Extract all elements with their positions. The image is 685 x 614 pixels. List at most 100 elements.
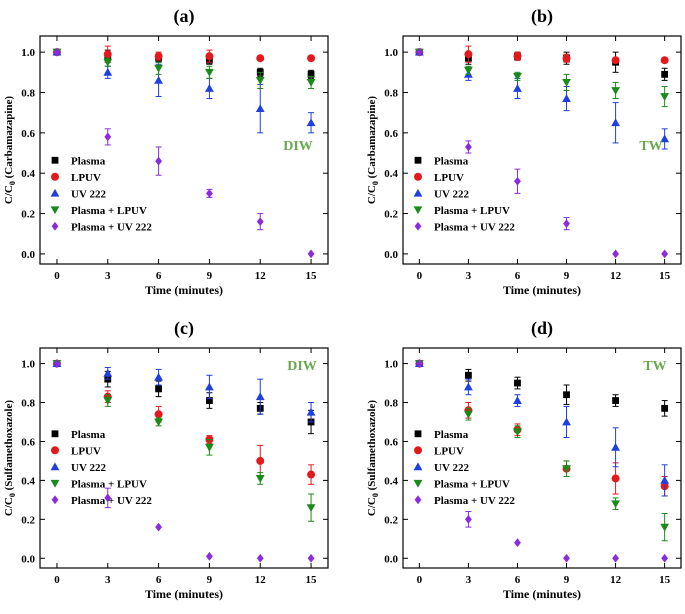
x-tick-label: 9 bbox=[207, 270, 213, 282]
y-tick-label: 0.0 bbox=[384, 553, 398, 565]
data-point bbox=[255, 475, 265, 483]
series-plasma-lpuv bbox=[414, 48, 670, 108]
data-point bbox=[611, 442, 620, 451]
y-axis-label-subscript: 0 bbox=[371, 493, 380, 497]
legend: Plasma LPUV UV 222 Plasma + LPUV Plasma + UV… bbox=[413, 429, 515, 507]
y-tick-label: 0.2 bbox=[21, 209, 35, 221]
series-plasma-uv-222 bbox=[53, 47, 315, 259]
y-tick-label: 0.8 bbox=[21, 87, 35, 99]
water-type-label: DIW bbox=[283, 139, 313, 154]
data-point bbox=[464, 50, 473, 59]
data-point bbox=[205, 52, 214, 61]
legend-entry: Plasma + LPUV bbox=[434, 478, 510, 490]
series-plasma bbox=[53, 48, 315, 79]
series-lpuv bbox=[415, 359, 669, 497]
data-point bbox=[661, 553, 669, 563]
legend-entry: UV 222 bbox=[71, 462, 106, 474]
legend: Plasma LPUV UV 222 Plasma + LPUV Plasma + UV… bbox=[50, 429, 152, 507]
data-point bbox=[154, 52, 163, 61]
legend-entry: Plasma + UV 222 bbox=[434, 495, 515, 507]
data-point bbox=[514, 176, 521, 186]
y-axis-label-subscript: 0 bbox=[8, 181, 17, 185]
data-point bbox=[612, 249, 619, 259]
legend-marker bbox=[413, 462, 423, 471]
legend-entry: Plasma + LPUV bbox=[434, 205, 510, 217]
legend-marker bbox=[414, 172, 422, 181]
y-tick-label: 0.2 bbox=[384, 209, 398, 221]
data-point bbox=[660, 93, 670, 101]
legend-marker bbox=[51, 446, 59, 455]
x-axis-label: Time (minutes) bbox=[503, 587, 581, 601]
data-point bbox=[306, 504, 316, 513]
y-axis-label-subscript: 0 bbox=[8, 493, 17, 497]
legend-marker bbox=[50, 206, 60, 215]
data-point bbox=[465, 142, 472, 152]
data-point bbox=[155, 385, 162, 393]
x-axis-label: Time (minutes) bbox=[145, 283, 223, 297]
series-plasma-uv-222 bbox=[415, 359, 669, 563]
data-point bbox=[514, 379, 521, 387]
plot-frame bbox=[39, 347, 329, 569]
plot-frame bbox=[402, 35, 682, 265]
series-uv-222 bbox=[414, 359, 670, 497]
data-point bbox=[611, 56, 620, 65]
y-tick-label: 0.0 bbox=[21, 249, 35, 261]
data-point bbox=[660, 56, 669, 65]
legend-marker bbox=[413, 188, 423, 197]
data-point bbox=[154, 75, 163, 84]
series-uv-222 bbox=[52, 47, 316, 134]
x-tick-label: 6 bbox=[515, 270, 521, 282]
panel-label: (a) bbox=[174, 6, 195, 27]
data-point bbox=[256, 456, 265, 465]
data-point bbox=[154, 418, 163, 427]
data-point bbox=[306, 79, 316, 87]
plot-frame bbox=[402, 347, 682, 569]
data-point bbox=[154, 64, 163, 73]
x-tick-label: 6 bbox=[515, 574, 521, 586]
series-plasma-uv-222 bbox=[415, 47, 669, 259]
legend-marker bbox=[50, 462, 60, 471]
x-axis-label: Time (minutes) bbox=[145, 587, 223, 601]
legend-entry: Plasma + UV 222 bbox=[71, 495, 152, 507]
data-point bbox=[562, 79, 571, 87]
legend-entry: UV 222 bbox=[434, 188, 469, 200]
legend-marker bbox=[51, 172, 59, 181]
data-point bbox=[206, 188, 213, 198]
y-tick-label: 0.4 bbox=[384, 475, 398, 487]
y-tick-label: 0.0 bbox=[384, 249, 398, 261]
data-point bbox=[206, 551, 213, 561]
legend-marker bbox=[51, 430, 59, 438]
data-point bbox=[307, 70, 315, 78]
data-point bbox=[255, 392, 265, 401]
data-point bbox=[563, 219, 570, 229]
x-tick-label: 0 bbox=[417, 270, 423, 282]
x-tick-label: 3 bbox=[105, 270, 111, 282]
y-tick-label: 0.6 bbox=[384, 436, 398, 448]
series-plasma-lpuv bbox=[52, 48, 316, 89]
data-point bbox=[661, 70, 669, 78]
legend: Plasma LPUV UV 222 Plasma + LPUV Plasma + UV… bbox=[50, 155, 152, 233]
x-tick-label: 6 bbox=[156, 270, 162, 282]
legend-entry: Plasma + UV 222 bbox=[71, 221, 152, 233]
data-point bbox=[563, 391, 570, 399]
data-point bbox=[255, 104, 265, 113]
legend-entry: Plasma + UV 222 bbox=[434, 221, 515, 233]
y-axis-label-main: C/C bbox=[366, 497, 378, 516]
y-axis-label-main: C/C bbox=[3, 185, 15, 204]
series-plasma-uv-222 bbox=[53, 359, 315, 563]
x-tick-label: 15 bbox=[306, 574, 318, 586]
legend-entry: Plasma bbox=[434, 155, 469, 167]
x-tick-label: 9 bbox=[564, 270, 570, 282]
legend-entry: Plasma bbox=[434, 429, 469, 441]
data-point bbox=[256, 54, 265, 63]
data-point bbox=[563, 553, 570, 563]
legend-entry: Plasma bbox=[71, 155, 106, 167]
x-tick-label: 0 bbox=[54, 574, 60, 586]
y-axis-label: C/C0 (Sulfamethoxazole) bbox=[366, 400, 380, 516]
data-point bbox=[307, 249, 315, 259]
data-point bbox=[306, 407, 316, 416]
data-point bbox=[611, 500, 620, 509]
data-point bbox=[514, 538, 521, 548]
y-tick-label: 0.2 bbox=[384, 514, 398, 526]
